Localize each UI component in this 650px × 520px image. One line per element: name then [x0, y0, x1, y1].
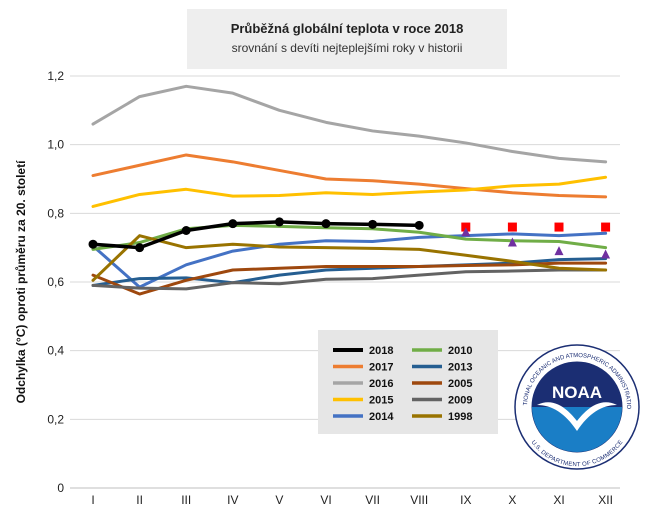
y-tick-label: 0,6: [47, 275, 64, 289]
series-point-2018: [228, 219, 238, 229]
y-tick-label: 0,4: [47, 344, 64, 358]
series-line-2017: [91, 153, 608, 199]
projection-square-marker: [507, 222, 517, 232]
x-tick-label: III: [181, 493, 191, 507]
x-tick-label: II: [136, 493, 143, 507]
projection-triangle-marker: [601, 249, 611, 259]
series-point-2018: [135, 243, 145, 253]
y-tick-label: 1,0: [47, 138, 64, 152]
series-point-2018: [414, 220, 424, 230]
series-lines: [88, 84, 608, 296]
legend-label-2018: 2018: [369, 345, 393, 357]
x-tick-label: VIII: [410, 493, 428, 507]
legend-label-2013: 2013: [448, 362, 472, 374]
projection-triangle-marker: [554, 246, 564, 256]
series-point-2018: [88, 239, 98, 249]
logo-noaa-text: NOAA: [552, 383, 602, 402]
y-tick-label: 0,8: [47, 206, 64, 220]
series-point-2018: [181, 226, 191, 235]
legend-label-1998: 1998: [448, 411, 472, 423]
chart-title: Průběžná globální teplota v roce 2018: [231, 21, 464, 36]
legend-label-2005: 2005: [448, 378, 472, 390]
series-line-2010: [91, 223, 608, 251]
chart-subtitle: srovnání s devíti nejteplejšími roky v h…: [232, 41, 463, 55]
projection-markers: [461, 222, 611, 259]
series-point-2018: [274, 217, 284, 227]
series-line-2016: [91, 84, 608, 164]
series-line-1998: [91, 234, 608, 282]
series-line-2015: [91, 175, 608, 208]
y-axis-label: Odchylka (°C) oproti průměru za 20. stol…: [14, 160, 28, 404]
x-tick-label: IX: [460, 493, 471, 507]
projection-triangle-marker: [507, 237, 517, 247]
series-line-2005: [91, 261, 608, 296]
x-tick-label: VII: [365, 493, 380, 507]
projection-triangle-marker: [461, 227, 471, 237]
projection-square-marker: [461, 222, 471, 232]
projection-square-marker: [554, 222, 564, 232]
x-tick-label: XI: [553, 493, 564, 507]
y-tick-label: 0: [57, 481, 64, 495]
y-tick-label: 0,2: [47, 412, 64, 426]
title-box: [187, 9, 507, 69]
legend-label-2015: 2015: [369, 395, 393, 407]
series-line-2014: [91, 231, 608, 289]
legend-label-2009: 2009: [448, 395, 472, 407]
x-tick-label: V: [275, 493, 283, 507]
legend: 2018 2017 2016 2015 2014 2010 2013 2005 2009 1998: [318, 330, 498, 434]
series-point-2018: [321, 219, 331, 229]
projection-square-marker: [601, 222, 611, 232]
y-tick-label: 1,2: [47, 69, 64, 83]
x-tick-label: IV: [227, 493, 238, 507]
legend-label-2016: 2016: [369, 378, 393, 390]
x-tick-label: VI: [320, 493, 331, 507]
legend-label-2014: 2014: [369, 411, 394, 423]
x-tick-label: XII: [598, 493, 613, 507]
legend-label-2010: 2010: [448, 345, 472, 357]
noaa-logo: NOAA NATIONAL OCEANIC AND ATMOSPHERIC AD…: [514, 344, 640, 470]
x-tick-label: I: [91, 493, 94, 507]
series-line-2009: [91, 268, 608, 291]
series-line-2018: [91, 220, 421, 250]
seagull-icon: [537, 402, 617, 431]
legend-label-2017: 2017: [369, 362, 393, 374]
y-tick-labels: 0 0,2 0,4 0,6 0,8 1,0 1,2: [47, 69, 64, 495]
x-tick-labels: I II III IV V VI VII VIII IX X XI XII: [91, 493, 613, 507]
series-point-2018: [368, 219, 378, 229]
x-tick-label: X: [508, 493, 516, 507]
